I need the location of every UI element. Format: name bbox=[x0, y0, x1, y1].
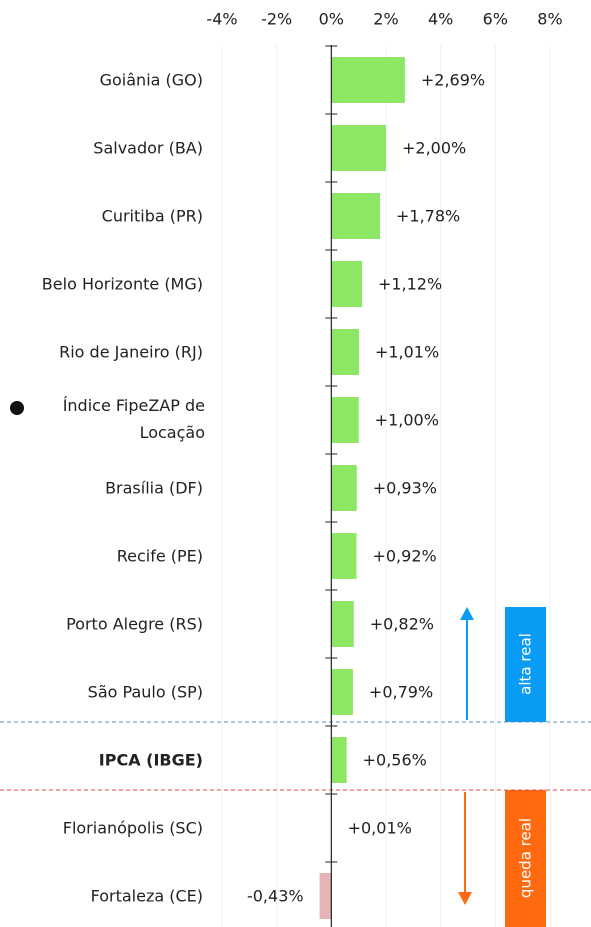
bar bbox=[331, 261, 362, 307]
bar bbox=[331, 465, 357, 511]
value-label: +1,01% bbox=[375, 343, 439, 362]
category-wrap: Índice FipeZAP de Locação bbox=[62, 396, 205, 442]
bar bbox=[331, 669, 353, 715]
category-label: Índice FipeZAP de Locação bbox=[62, 396, 205, 442]
category-label: Recife (PE) bbox=[117, 547, 203, 566]
value-label: +1,12% bbox=[378, 275, 442, 294]
category-label: Fortaleza (CE) bbox=[91, 887, 203, 906]
category-label: São Paulo (SP) bbox=[88, 683, 203, 702]
arrowhead bbox=[460, 607, 474, 620]
value-label: -0,43% bbox=[247, 887, 304, 906]
category-label: Goiânia (GO) bbox=[100, 71, 203, 90]
bar bbox=[331, 737, 347, 783]
value-label: +0,92% bbox=[372, 547, 436, 566]
value-label: +2,00% bbox=[402, 139, 466, 158]
category-label: Curitiba (PR) bbox=[102, 207, 203, 226]
x-tick-label: 2% bbox=[373, 10, 398, 29]
bar bbox=[331, 57, 405, 103]
value-label: +0,82% bbox=[370, 615, 434, 634]
bar bbox=[331, 533, 357, 579]
alta-box bbox=[505, 607, 546, 722]
value-label: +0,93% bbox=[373, 479, 437, 498]
x-tick-label: 8% bbox=[537, 10, 562, 29]
x-tick-label: 6% bbox=[483, 10, 508, 29]
bar bbox=[331, 125, 386, 171]
annotation: alta real bbox=[517, 633, 535, 695]
bar bbox=[331, 601, 354, 647]
bar bbox=[331, 397, 359, 443]
value-label: +0,56% bbox=[363, 751, 427, 770]
bar bbox=[331, 193, 380, 239]
category-label: Florianópolis (SC) bbox=[63, 819, 203, 838]
x-tick-label: -2% bbox=[261, 10, 292, 29]
x-tick-label: 0% bbox=[319, 10, 344, 29]
category-label: Belo Horizonte (MG) bbox=[42, 275, 203, 294]
annotation: queda real bbox=[517, 818, 535, 898]
x-tick-label: -4% bbox=[206, 10, 237, 29]
value-label: +1,00% bbox=[375, 411, 439, 430]
bar bbox=[331, 329, 359, 375]
value-label: +0,01% bbox=[348, 819, 412, 838]
bar bbox=[319, 873, 332, 919]
arrowhead bbox=[458, 892, 472, 905]
category-label: IPCA (IBGE) bbox=[99, 751, 203, 770]
category-label: Salvador (BA) bbox=[93, 139, 203, 158]
bullet bbox=[10, 401, 24, 415]
category-label: Rio de Janeiro (RJ) bbox=[59, 343, 203, 362]
value-label: +1,78% bbox=[396, 207, 460, 226]
category-label: Porto Alegre (RS) bbox=[66, 615, 203, 634]
category-label: Brasília (DF) bbox=[105, 479, 203, 498]
value-label: +0,79% bbox=[369, 683, 433, 702]
queda-box bbox=[505, 790, 546, 927]
x-tick-label: 4% bbox=[428, 10, 453, 29]
value-label: +2,69% bbox=[421, 71, 485, 90]
